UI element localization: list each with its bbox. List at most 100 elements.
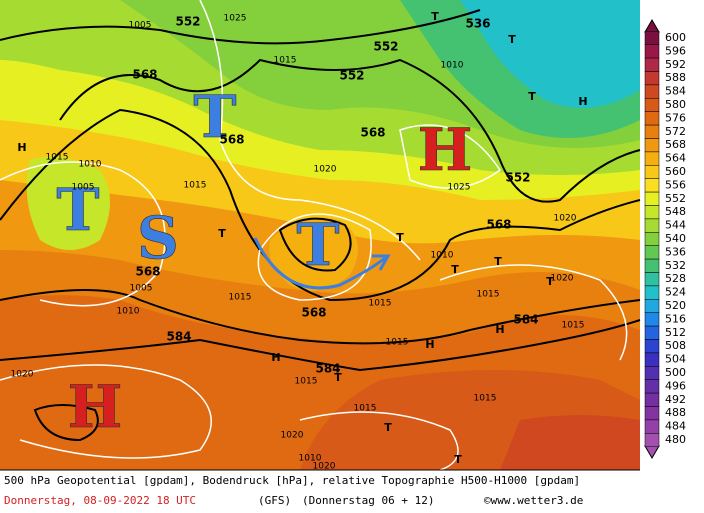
isobar-label: 1015 — [46, 153, 69, 163]
pressure-center-marker: T — [218, 227, 226, 240]
field — [0, 0, 640, 470]
colorbar-swatch — [644, 406, 660, 421]
pressure-isobars — [0, 0, 628, 471]
isobar-label: 1010 — [79, 160, 102, 170]
colorbar-swatch — [644, 178, 660, 193]
pressure-center-marker: T — [431, 10, 439, 23]
colorbar-tick-label: 572 — [665, 125, 686, 138]
colorbar-tick-label: 560 — [665, 165, 686, 178]
contour-label: 552 — [505, 171, 530, 185]
pressure-center-marker: H — [17, 141, 26, 154]
colorbar-swatch — [644, 191, 660, 206]
colorbar-tick-label: 516 — [665, 312, 686, 325]
colorbar-swatch — [644, 98, 660, 112]
flow-arrow — [253, 237, 386, 290]
isobar-label: 1015 — [354, 404, 377, 414]
colorbar-tick-label: 496 — [665, 379, 686, 392]
isobar-label: 1015 — [369, 299, 392, 309]
colorbar-tick-label: 596 — [665, 44, 686, 57]
isobar-label: 1020 — [554, 214, 577, 224]
isobar-label: 1025 — [448, 183, 471, 193]
pressure-center-marker: T — [396, 231, 404, 244]
contour-line — [33, 404, 99, 442]
contour-label: 552 — [339, 69, 364, 83]
pressure-center-marker: T — [494, 255, 502, 268]
footer-model: (GFS) — [258, 494, 291, 507]
system-label: T — [193, 83, 236, 151]
contour-label: 568 — [486, 218, 511, 232]
contour-line — [59, 58, 641, 203]
colorbar-tick-label: 508 — [665, 339, 686, 352]
colorbar-swatch — [644, 339, 660, 354]
isobar — [299, 411, 459, 471]
colorbar-tick-label: 564 — [665, 152, 686, 165]
colorbar-swatch — [644, 245, 660, 260]
field-band — [460, 0, 640, 108]
contour-label: 536 — [465, 17, 490, 31]
colorbar-swatch — [644, 325, 660, 340]
colorbar-tick-label: 512 — [665, 326, 686, 339]
isobar-label: 1005 — [72, 183, 95, 193]
contour-label: 568 — [135, 265, 160, 279]
isobar-label: 1005 — [130, 284, 153, 294]
isobar — [439, 264, 628, 361]
footer-date: Donnerstag, 08-09-2022 18 UTC — [4, 494, 196, 507]
isobar — [0, 364, 212, 459]
isobar-label: 1015 — [295, 377, 318, 387]
colorbar-tick-label: 500 — [665, 366, 686, 379]
colorbar-swatch — [644, 312, 660, 327]
colorbar-tick-label: 488 — [665, 406, 686, 419]
colorbar-swatch — [644, 366, 660, 380]
isobar-label: 1020 — [281, 431, 304, 441]
colorbar-swatch — [644, 84, 660, 99]
colorbar-tick-label: 540 — [665, 232, 686, 245]
isobar-label: 1015 — [477, 290, 500, 300]
system-label: H — [418, 116, 473, 184]
contour-line — [0, 319, 641, 372]
colorbar-tick-label: 580 — [665, 98, 686, 111]
isobar-label: 1025 — [224, 14, 247, 24]
pressure-center-marker: T — [334, 371, 342, 384]
contour-line — [278, 217, 352, 272]
system-label: T — [296, 211, 339, 279]
contour-label: 568 — [219, 133, 244, 147]
pressure-center-marker: T — [528, 90, 536, 103]
colorbar-swatch — [644, 258, 660, 273]
field-band — [269, 217, 358, 291]
colorbar-tick-label: 544 — [665, 219, 686, 232]
contour-label: 568 — [301, 306, 326, 320]
isobar-label: 1015 — [184, 181, 207, 191]
footer-description: 500 hPa Geopotential [gpdam], Bodendruck… — [4, 474, 580, 487]
contour-label: 584 — [315, 362, 340, 376]
colorbar-swatch — [644, 218, 660, 233]
pressure-center-marker: T — [451, 263, 459, 276]
colorbar-swatch — [644, 57, 660, 72]
geopotential-contours — [0, 9, 641, 442]
pressure-center-marker: H — [425, 338, 434, 351]
contour-label: 568 — [360, 126, 385, 140]
system-label: T — [56, 176, 99, 244]
colorbar-tick-label: 536 — [665, 245, 686, 258]
footer-background — [0, 470, 704, 513]
isobar-label: 1020 — [551, 274, 574, 284]
contour-label: 552 — [373, 40, 398, 54]
colorbar-swatch — [644, 151, 660, 166]
colorbar-swatch — [644, 419, 660, 434]
contour-label: 568 — [132, 68, 157, 82]
pressure-center-marker: T — [454, 453, 462, 466]
contour-line — [0, 9, 481, 45]
pressure-center-marker: T — [384, 421, 392, 434]
colorbar-swatch — [644, 165, 660, 179]
colorbar-swatch — [644, 124, 660, 139]
contour-label: 552 — [175, 15, 200, 29]
colorbar-swatch — [644, 138, 660, 153]
isobar — [199, 0, 421, 261]
colorbar-tick-label: 592 — [665, 58, 686, 71]
colorbar-tick-label: 504 — [665, 353, 686, 366]
colorbar-tick-label: 548 — [665, 205, 686, 218]
isobar-label: 1010 — [441, 61, 464, 71]
isobar-label: 1020 — [11, 370, 34, 380]
system-label: S — [137, 204, 179, 272]
